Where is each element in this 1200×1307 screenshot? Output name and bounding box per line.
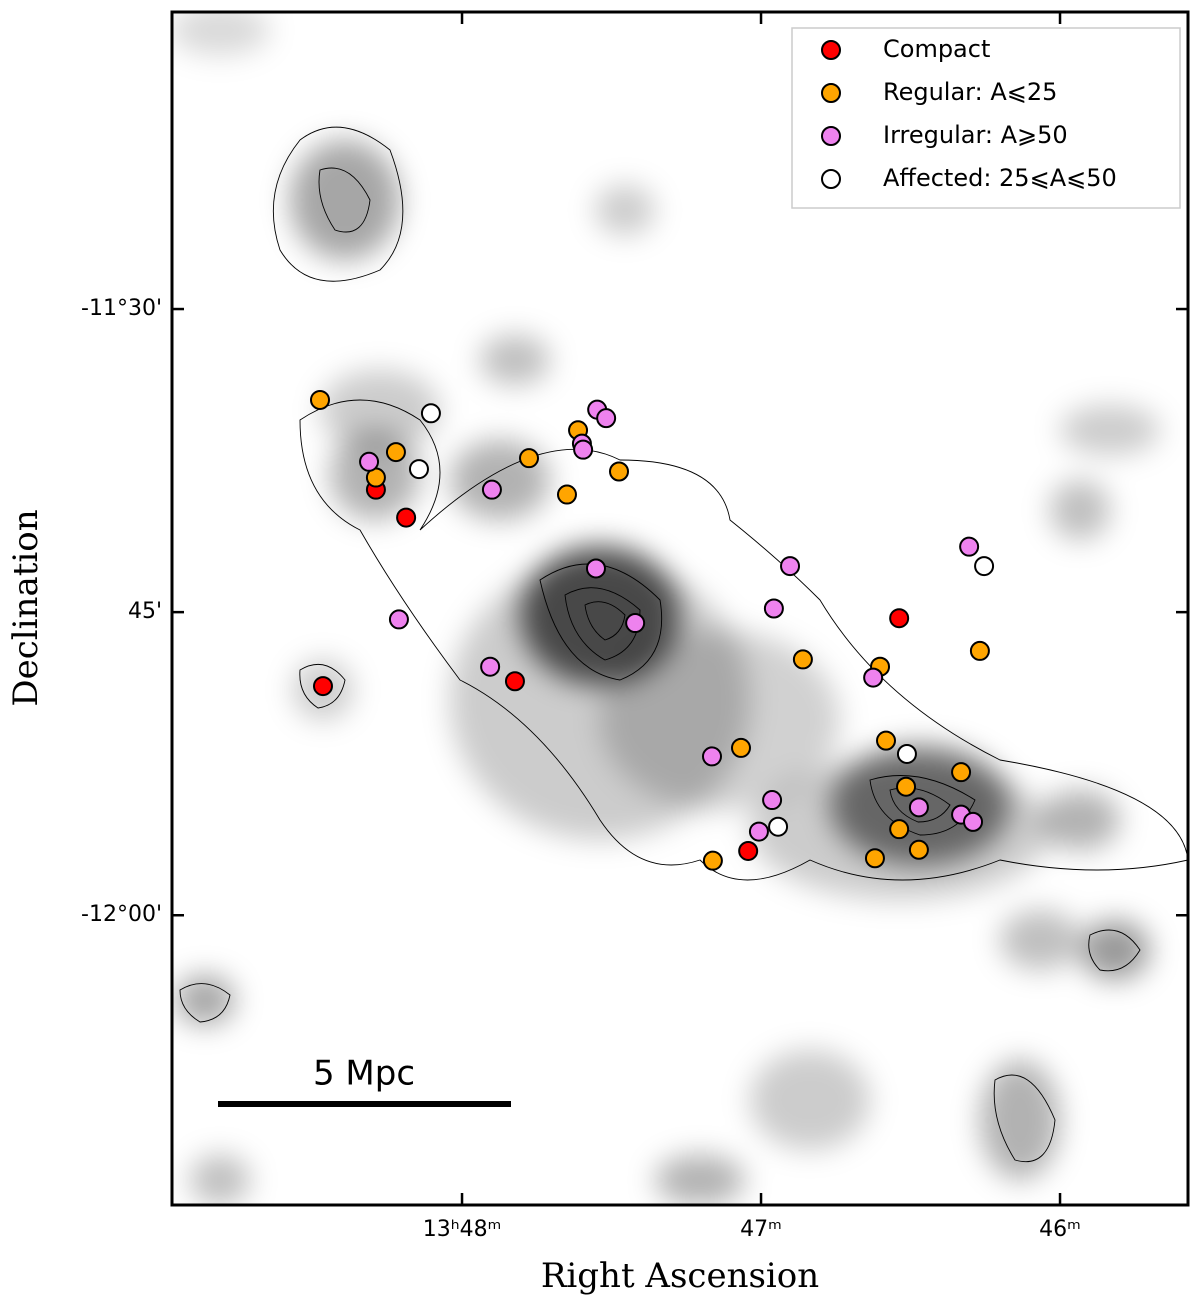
point [864,848,885,869]
point [396,507,417,528]
point [896,743,917,764]
point [519,448,540,469]
point [738,840,759,861]
point [701,746,722,767]
plot-frame [170,10,1190,1207]
point [609,461,630,482]
point [385,442,406,463]
scale-label: 5 Mpc [313,1054,415,1094]
y-tick-label: -11°30' [81,296,162,321]
legend-label: Compact [883,35,990,63]
point [959,536,980,557]
legend-marker [821,169,841,189]
point [573,439,594,460]
point [908,797,929,818]
point [969,640,990,661]
legend-marker [821,83,841,103]
point [312,676,333,697]
legend-label: Irregular: A⩾50 [883,121,1068,149]
point [420,403,441,424]
point [388,609,409,630]
point [480,656,501,677]
point [762,790,783,811]
point [310,389,331,410]
x-axis-title: Right Ascension [541,1256,819,1296]
x-tick-label: 13ʰ48ᵐ [423,1217,502,1242]
point [908,839,929,860]
point [963,811,984,832]
point [408,459,429,480]
point [359,451,380,472]
point [780,556,801,577]
legend-box [791,27,1181,209]
y-axis-title: Declination [6,509,46,706]
point [876,730,897,751]
point [596,408,617,429]
legend-marker [821,126,841,146]
point [702,850,723,871]
point [763,598,784,619]
point [896,776,917,797]
y-tick-label: -12°00' [81,902,162,927]
point [863,667,884,688]
point [974,556,995,577]
point [889,819,910,840]
point [748,821,769,842]
y-tick-label: 45' [128,599,162,624]
point [730,737,751,758]
point [585,558,606,579]
point [889,608,910,629]
x-tick-label: 46ᵐ [1039,1217,1081,1242]
point [792,649,813,670]
point [481,479,502,500]
point [625,613,646,634]
legend-label: Regular: A⩽25 [883,78,1057,106]
legend-label: Affected: 25⩽A⩽50 [883,164,1117,192]
point [768,816,789,837]
x-tick-label: 47ᵐ [740,1217,782,1242]
point [504,671,525,692]
point [556,484,577,505]
legend-marker [821,40,841,60]
point [951,762,972,783]
